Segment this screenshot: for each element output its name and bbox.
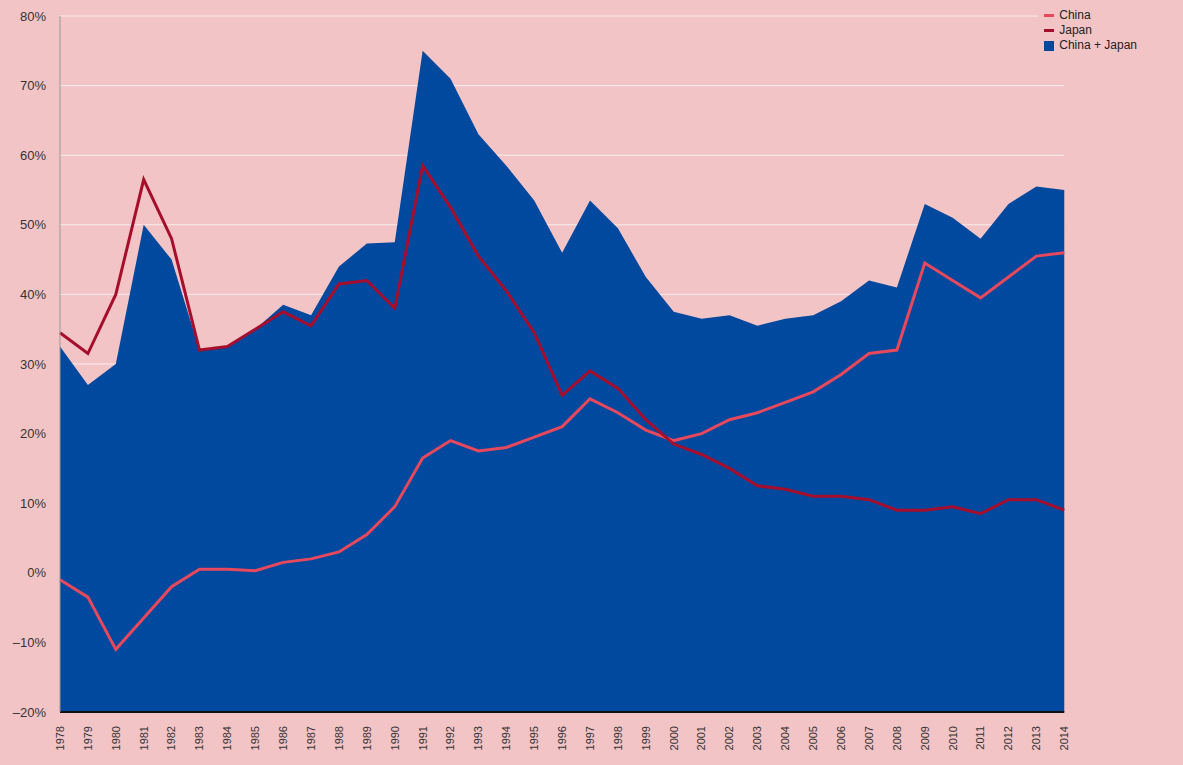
svg-text:1985: 1985 (249, 726, 261, 750)
svg-text:2003: 2003 (751, 726, 763, 750)
svg-text:2012: 2012 (1002, 726, 1014, 750)
svg-text:2008: 2008 (891, 726, 903, 750)
svg-text:1983: 1983 (193, 726, 205, 750)
html-text:China: China (1059, 8, 1091, 22)
svg-text:2009: 2009 (919, 726, 931, 750)
svg-text:40%: 40% (20, 287, 46, 302)
svg-text:0%: 0% (27, 565, 46, 580)
svg-text:50%: 50% (20, 217, 46, 232)
svg-text:2002: 2002 (723, 726, 735, 750)
svg-text:–20%: –20% (13, 705, 47, 720)
html-text:Japan: Japan (1059, 23, 1092, 37)
svg-text:70%: 70% (20, 78, 46, 93)
svg-text:2007: 2007 (863, 726, 875, 750)
svg-text:1986: 1986 (277, 726, 289, 750)
svg-text:1980: 1980 (110, 726, 122, 750)
svg-text:1987: 1987 (305, 726, 317, 750)
svg-text:1993: 1993 (472, 726, 484, 750)
svg-text:2005: 2005 (807, 726, 819, 750)
svg-text:1984: 1984 (221, 726, 233, 750)
svg-text:2010: 2010 (947, 726, 959, 750)
svg-text:2014: 2014 (1058, 726, 1070, 750)
svg-text:60%: 60% (20, 148, 46, 163)
svg-text:2011: 2011 (974, 726, 986, 750)
svg-text:10%: 10% (20, 496, 46, 511)
svg-text:20%: 20% (20, 426, 46, 441)
svg-text:1989: 1989 (361, 726, 373, 750)
svg-text:30%: 30% (20, 357, 46, 372)
svg-text:1978: 1978 (54, 726, 66, 750)
svg-text:2006: 2006 (835, 726, 847, 750)
svg-text:2001: 2001 (695, 726, 707, 750)
svg-text:1992: 1992 (444, 726, 456, 750)
svg-text:1998: 1998 (612, 726, 624, 750)
svg-text:1997: 1997 (584, 726, 596, 750)
svg-text:80%: 80% (20, 9, 46, 24)
svg-text:1990: 1990 (389, 726, 401, 750)
svg-text:1982: 1982 (165, 726, 177, 750)
svg-text:1988: 1988 (333, 726, 345, 750)
svg-text:–10%: –10% (13, 635, 47, 650)
svg-text:1996: 1996 (556, 726, 568, 750)
svg-text:1995: 1995 (528, 726, 540, 750)
svg-text:1994: 1994 (500, 726, 512, 750)
svg-text:1981: 1981 (138, 726, 150, 750)
svg-text:1979: 1979 (82, 726, 94, 750)
svg-text:2013: 2013 (1030, 726, 1042, 750)
svg-text:2000: 2000 (668, 726, 680, 750)
svg-text:2004: 2004 (779, 726, 791, 750)
html-text:China + Japan: China + Japan (1059, 38, 1137, 52)
svg-text:1999: 1999 (640, 726, 652, 750)
svg-text:1991: 1991 (417, 726, 429, 750)
